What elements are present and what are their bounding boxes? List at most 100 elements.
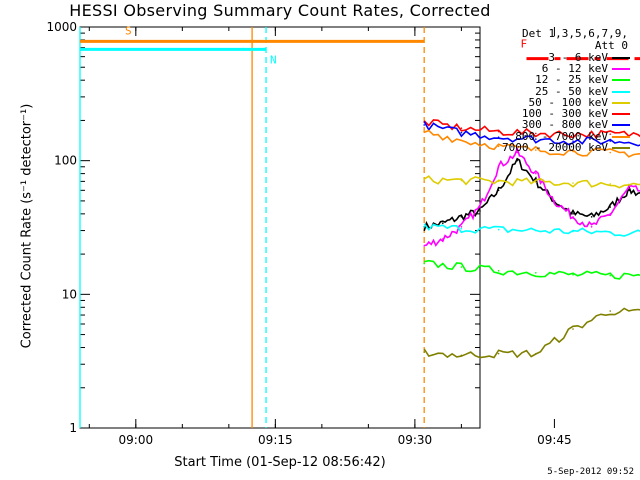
y-tick-label: 1 [69, 421, 77, 435]
data-point [609, 206, 612, 208]
data-point [572, 328, 574, 330]
data-point [609, 274, 612, 277]
series-line-6-12-kev [424, 146, 640, 247]
series-line-100-300-kev [423, 119, 640, 140]
y-tick-label: 1000 [46, 20, 77, 34]
flag-label-S: S [125, 24, 132, 37]
data-point [572, 150, 574, 153]
data-point [609, 310, 612, 312]
data-point [460, 216, 463, 218]
legend-entry-label: 50 - 100 keV [528, 95, 608, 109]
data-point [479, 206, 481, 208]
data-point [441, 238, 444, 240]
data-point [460, 227, 463, 230]
legend-swatch [612, 56, 630, 59]
legend-entry: 50 - 100 keV [484, 95, 630, 109]
x-tick-label: 09:30 [398, 433, 433, 447]
legend-entry: 12 - 25 keV [484, 74, 630, 86]
data-point [628, 187, 630, 190]
data-point [572, 213, 574, 215]
legend: Det 1,3,5,6,7,9, Att 0 3 - 6 keV 6 - 12 k… [484, 28, 630, 154]
series-line-25-50-kev [423, 223, 640, 237]
x-tick-label: 09:00 [119, 433, 154, 447]
data-point [460, 179, 463, 182]
flag-label-F: F [521, 38, 528, 51]
data-point [535, 138, 537, 140]
legend-swatch [612, 113, 630, 116]
data-point [497, 165, 500, 168]
data-point [460, 266, 463, 268]
data-point [572, 182, 574, 184]
data-point [590, 216, 593, 218]
data-point [535, 149, 537, 151]
data-point [423, 351, 425, 353]
series-line-3-6-kev [423, 157, 640, 232]
legend-entry-label: 100 - 300 keV [521, 107, 608, 121]
series-line-12-25-kev [424, 259, 640, 280]
legend-entry: 300 - 800 keV [484, 118, 630, 132]
legend-entry-label: 300 - 800 keV [521, 118, 608, 132]
legend-entry: 800 - 7000 keV [484, 129, 630, 143]
data-point [572, 274, 574, 276]
legend-swatch [612, 135, 630, 138]
data-point [497, 269, 500, 272]
legend-swatch [612, 101, 630, 104]
data-point [590, 226, 593, 228]
data-point [497, 180, 500, 183]
data-point [460, 139, 463, 142]
legend-entry: 7000 - 20000 keV [484, 141, 630, 155]
data-point [609, 140, 612, 142]
data-point [516, 151, 519, 154]
data-point [497, 189, 500, 192]
legend-entry-label: 3 - 6 keV [548, 50, 608, 64]
data-point [497, 136, 500, 138]
x-axis-label: Start Time (01-Sep-12 08:56:42) [174, 455, 386, 470]
legend-entries: 3 - 6 keV 6 - 12 keV 12 - 25 keV 25 - 50 ke… [484, 50, 630, 155]
data-point [423, 226, 425, 228]
legend-entry-label: 6 - 12 keV [541, 61, 608, 75]
data-point [572, 216, 574, 218]
legend-entry: 3 - 6 keV [484, 50, 630, 64]
legend-swatch [612, 79, 630, 82]
timestamp: 5-Sep-2012 09:52 [547, 467, 634, 477]
legend-swatch [612, 67, 630, 70]
data-point [609, 183, 612, 185]
legend-entry-label: 800 - 7000 keV [515, 129, 608, 143]
data-point [497, 145, 500, 148]
data-point [535, 352, 537, 355]
y-tick-label: 10 [62, 287, 77, 301]
data-point [423, 178, 425, 181]
series-line-800-7000-kev [423, 129, 640, 158]
data-point [572, 230, 574, 233]
chart-title: HESSI Observing Summary Count Rates, Cor… [69, 1, 491, 20]
data-point [423, 262, 425, 265]
plot-frame [79, 26, 481, 429]
data-point [535, 181, 537, 184]
legend-swatch [612, 90, 630, 93]
data-point [441, 222, 444, 225]
series-line-7000-20000-kev [423, 307, 640, 359]
legend-entry: 25 - 50 keV [484, 84, 630, 98]
data-point [423, 124, 425, 126]
legend-entry-label: 7000 - 20000 keV [502, 141, 608, 155]
legend-entry: 6 - 12 keV [484, 61, 630, 75]
data-point [572, 133, 574, 135]
legend-swatch [612, 124, 630, 127]
flag-label-N: N [270, 53, 277, 66]
legend-swatch [612, 147, 630, 150]
data-point [609, 133, 612, 135]
data-point [479, 210, 481, 212]
data-point [609, 231, 612, 234]
data-point [460, 226, 463, 228]
data-point [535, 229, 537, 232]
legend-entry-label: 25 - 50 keV [535, 84, 608, 98]
data-point [460, 354, 463, 357]
legend-header-attenuator: Att 0 [594, 39, 628, 52]
data-point [497, 352, 500, 355]
data-point [497, 228, 500, 231]
data-point [535, 271, 537, 274]
data-point [516, 159, 519, 162]
data-point [460, 131, 463, 134]
y-axis-label: Corrected Count Rate (s⁻¹ detector⁻¹) [19, 103, 35, 349]
